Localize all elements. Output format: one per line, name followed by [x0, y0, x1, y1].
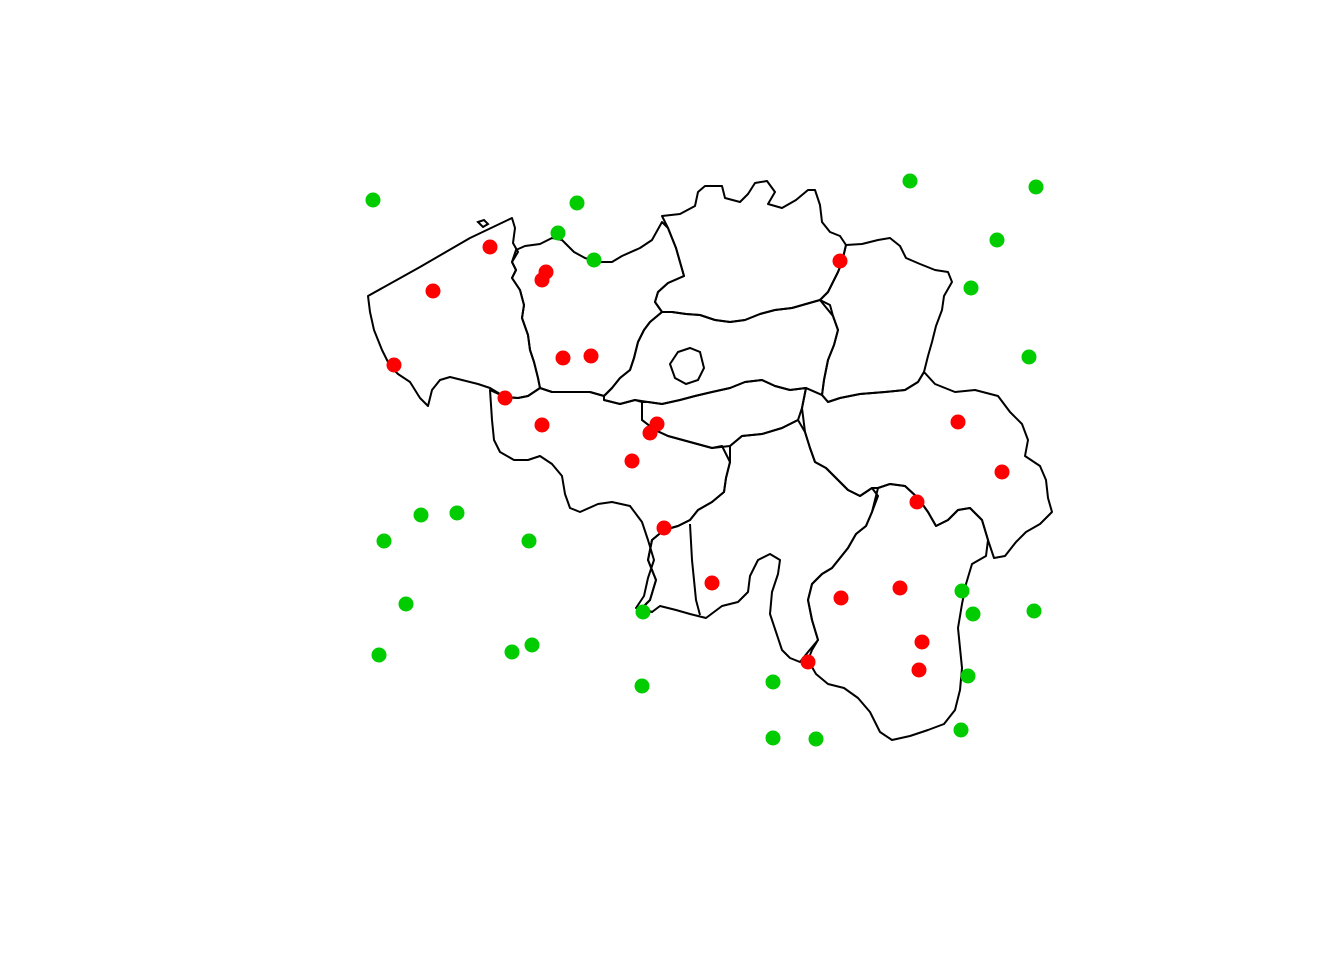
red-point-12 — [624, 453, 640, 469]
province-west-flanders-islet — [476, 218, 490, 229]
green-point-6 — [1028, 179, 1044, 195]
green-point-23 — [954, 583, 970, 599]
red-point-8 — [497, 390, 513, 406]
red-point-17 — [994, 464, 1010, 480]
red-point-5 — [386, 357, 402, 373]
province-east-flanders — [511, 221, 685, 397]
green-point-2 — [569, 195, 585, 211]
green-point-19 — [634, 678, 650, 694]
red-point-20 — [833, 590, 849, 606]
green-point-27 — [953, 722, 969, 738]
green-point-24 — [965, 606, 981, 622]
green-point-15 — [371, 647, 387, 663]
red-point-22 — [911, 662, 927, 678]
red-point-7 — [583, 348, 599, 364]
province-walloon-brabant — [641, 379, 807, 449]
green-point-7 — [989, 232, 1005, 248]
green-point-25 — [1026, 603, 1042, 619]
green-point-17 — [524, 637, 540, 653]
green-point-26 — [960, 668, 976, 684]
green-point-13 — [521, 533, 537, 549]
green-point-4 — [586, 252, 602, 268]
red-point-14 — [704, 575, 720, 591]
province-outlines — [367, 180, 1053, 741]
province-brussels — [668, 346, 706, 386]
green-point-16 — [504, 644, 520, 660]
red-point-18 — [909, 494, 925, 510]
green-point-14 — [398, 596, 414, 612]
green-point-21 — [765, 730, 781, 746]
red-point-23 — [800, 654, 816, 670]
province-liege — [801, 371, 1053, 559]
green-point-18 — [635, 604, 651, 620]
province-luxembourg — [807, 483, 989, 741]
green-point-1 — [365, 192, 381, 208]
red-point-4 — [425, 283, 441, 299]
province-namur — [641, 419, 879, 663]
outside-points-layer — [365, 173, 1044, 747]
red-point-11 — [642, 425, 658, 441]
green-point-20 — [765, 674, 781, 690]
green-point-3 — [550, 225, 566, 241]
inside-points-layer — [386, 239, 1010, 678]
province-west-flanders — [367, 217, 541, 407]
red-point-15 — [832, 253, 848, 269]
red-point-13 — [656, 520, 672, 536]
red-point-6 — [555, 350, 571, 366]
green-point-10 — [413, 507, 429, 523]
red-point-16 — [950, 414, 966, 430]
green-point-22 — [808, 731, 824, 747]
green-point-5 — [902, 173, 918, 189]
green-point-12 — [376, 533, 392, 549]
red-point-9 — [534, 417, 550, 433]
green-point-8 — [963, 280, 979, 296]
red-point-1 — [482, 239, 498, 255]
green-point-9 — [1021, 349, 1037, 365]
green-point-11 — [449, 505, 465, 521]
red-point-19 — [892, 580, 908, 596]
red-point-3 — [534, 272, 550, 288]
red-point-21 — [914, 634, 930, 650]
